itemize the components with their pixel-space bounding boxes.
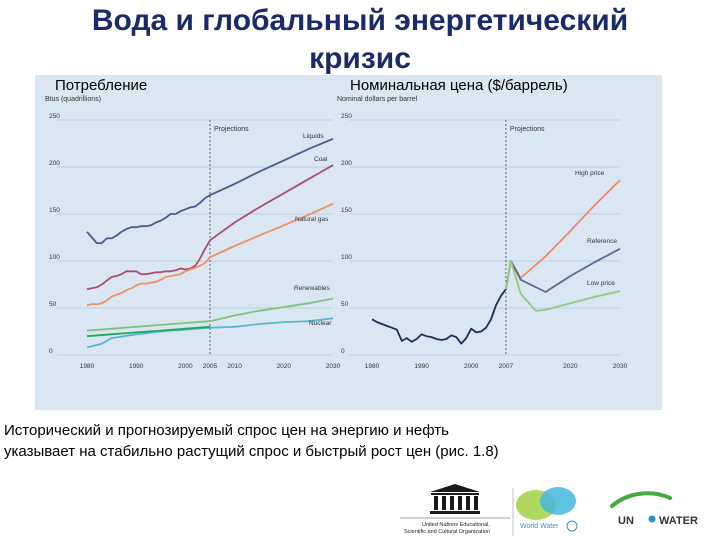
series-line <box>505 260 621 312</box>
un-water-drop-icon <box>648 515 656 523</box>
figure-panel <box>35 75 662 410</box>
series-label: Natural gas <box>295 216 329 223</box>
un-water-logo: UN WATER <box>610 491 698 527</box>
x-tick-label: 2010 <box>227 363 242 370</box>
consumption-chart-title: Потребление <box>55 77 148 94</box>
logos-graphic: United Nations Educational, Scientific a… <box>400 484 698 536</box>
y-axis-label: Nominal dollars per barrel <box>337 96 418 103</box>
un-emblem-icon <box>566 520 578 532</box>
slide-title-line1: Вода и глобальный энергетический <box>91 4 629 37</box>
y-axis-label: Btus (quadrillions) <box>45 96 101 103</box>
caption: Исторический и прогнозируемый спрос цен … <box>4 420 704 462</box>
x-tick-label: 1990 <box>414 363 429 370</box>
wwap-blue-circle-icon <box>540 487 576 515</box>
x-tick-label: 1980 <box>365 363 380 370</box>
y-tick-label: 100 <box>341 254 352 261</box>
slide-title-line2: кризис <box>309 42 411 75</box>
series-label: Low price <box>587 280 615 287</box>
x-tick-label: 1980 <box>80 363 95 370</box>
x-tick-label: 2007 <box>499 363 514 370</box>
un-water-text-left: UN <box>618 515 634 527</box>
series-line <box>371 288 507 345</box>
caption-line2: указывает на стабильно растущий спрос и … <box>4 443 499 460</box>
unesco-logo: United Nations Educational, Scientific a… <box>400 484 510 535</box>
y-tick-label: 250 <box>341 113 352 120</box>
series-line <box>86 325 211 338</box>
series-label: Nuclear <box>309 320 332 327</box>
x-tick-label: 2000 <box>464 363 479 370</box>
wwap-logo: World Water <box>516 487 578 532</box>
y-tick-label: 250 <box>49 113 60 120</box>
x-tick-label: 2020 <box>277 363 292 370</box>
x-tick-label: 2005 <box>203 363 218 370</box>
unesco-temple-roof-icon <box>430 484 480 492</box>
slide-title: Вода и глобальный энергетический кризис <box>0 2 720 78</box>
series-label: Liquids <box>303 133 324 140</box>
x-tick-label: 1990 <box>129 363 144 370</box>
x-tick-label: 2020 <box>563 363 578 370</box>
un-water-text-right: WATER <box>659 515 698 527</box>
y-tick-label: 200 <box>341 160 352 167</box>
y-tick-label: 50 <box>341 301 349 308</box>
unesco-text-line1: United Nations Educational, <box>422 522 490 528</box>
y-tick-label: 150 <box>49 207 60 214</box>
series-line <box>86 164 334 291</box>
y-tick-label: 200 <box>49 160 60 167</box>
unesco-text-line2: Scientific and Cultural Organization <box>404 529 490 535</box>
y-tick-label: 100 <box>49 254 60 261</box>
x-tick-label: 2030 <box>613 363 628 370</box>
un-water-swoosh-icon <box>610 491 672 508</box>
y-tick-label: 0 <box>341 348 345 355</box>
series-label: Reference <box>587 238 617 245</box>
projection-label: Projections <box>214 126 249 133</box>
series-line <box>86 202 334 307</box>
y-tick-label: 0 <box>49 348 53 355</box>
oil-price-chart: Nominal dollars per barrel 0 50 100 150 200 25… <box>337 96 628 370</box>
series-label: Renewables <box>294 285 331 292</box>
consumption-chart: Btus (quadrillions) 0 50 100 150 200 250 1980 19… <box>45 96 341 370</box>
price-chart-title: Номинальная цена ($/баррель) <box>350 77 568 94</box>
caption-line1: Исторический и прогнозируемый спрос цен … <box>4 422 449 439</box>
series-line <box>505 179 621 290</box>
series-line <box>86 297 334 332</box>
x-tick-label: 2000 <box>178 363 193 370</box>
series-label: High price <box>575 170 605 177</box>
series-label: Coal <box>314 156 328 163</box>
projection-label: Projections <box>510 126 545 133</box>
x-tick-label: 2030 <box>326 363 341 370</box>
series-line <box>86 137 334 245</box>
y-tick-label: 150 <box>341 207 352 214</box>
logo-strip: United Nations Educational, Scientific a… <box>400 484 720 540</box>
y-tick-label: 50 <box>49 301 57 308</box>
wwap-text: World Water <box>520 523 559 530</box>
